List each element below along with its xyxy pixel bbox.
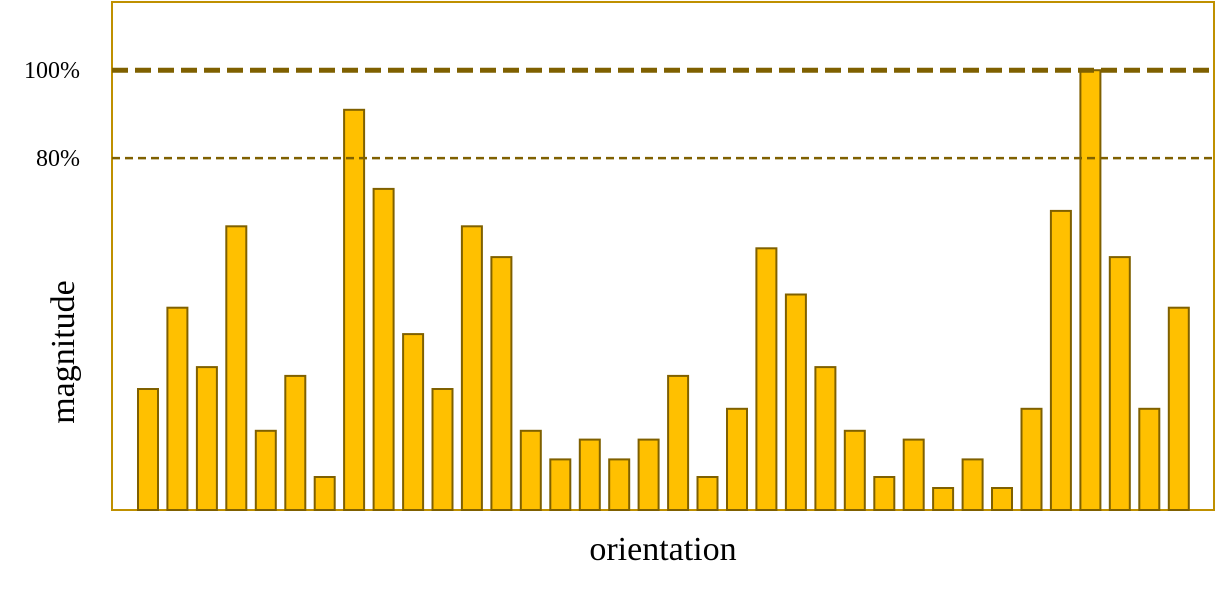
bar-36 — [1167, 306, 1190, 512]
bar-17 — [608, 458, 631, 511]
bar-26 — [873, 476, 896, 511]
bar-32 — [1049, 209, 1072, 511]
bar-28 — [932, 487, 955, 511]
bar-27 — [902, 438, 925, 512]
reference-labels-group: 100% 80% — [24, 58, 80, 172]
bar-22 — [755, 247, 778, 512]
bar-9 — [372, 187, 395, 511]
bar-18 — [637, 438, 660, 512]
bar-25 — [843, 429, 866, 511]
bar-35 — [1138, 407, 1161, 511]
bar-31 — [1020, 407, 1043, 511]
bar-5 — [254, 429, 277, 511]
bars-group — [137, 69, 1190, 512]
bar-16 — [578, 438, 601, 512]
bar-20 — [696, 476, 719, 511]
x-axis-label: orientation — [589, 531, 736, 568]
bar-23 — [784, 293, 807, 511]
plot-frame — [111, 1, 1215, 511]
bar-12 — [460, 225, 483, 512]
bar-3 — [195, 366, 218, 511]
bar-29 — [961, 458, 984, 511]
bar-33 — [1079, 69, 1102, 511]
bar-14 — [519, 429, 542, 511]
y-axis-label: magnitude — [45, 280, 82, 424]
bar-13 — [490, 256, 513, 511]
bar-6 — [284, 374, 307, 511]
bar-19 — [667, 374, 690, 511]
bar-1 — [137, 388, 159, 511]
bar-4 — [225, 225, 248, 512]
bar-11 — [431, 388, 454, 511]
bar-34 — [1108, 256, 1131, 511]
reference-label-100: 100% — [24, 58, 80, 84]
bar-30 — [991, 487, 1013, 511]
reference-lines-group — [112, 67, 1214, 160]
bar-15 — [549, 458, 572, 511]
bar-2 — [166, 306, 189, 512]
bar-24 — [814, 366, 837, 511]
bar-8 — [343, 108, 366, 512]
bar-10 — [402, 333, 425, 511]
reference-label-80: 80% — [36, 146, 80, 172]
bar-7 — [313, 476, 336, 511]
bar-21 — [726, 407, 748, 511]
